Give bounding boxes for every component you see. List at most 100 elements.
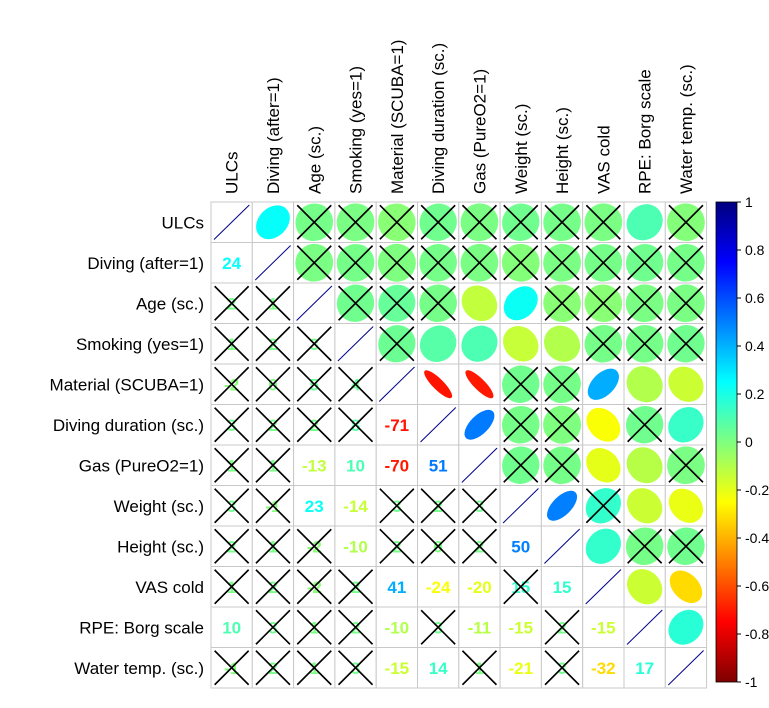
correlation-ellipse <box>419 325 457 363</box>
cell-r1-c0: 24 <box>210 242 253 284</box>
cell-border <box>458 363 501 405</box>
cell-r8-c8 <box>540 525 584 567</box>
cell-r10-c2: 1 <box>293 606 336 648</box>
colorbar-tick-label: -1 <box>745 674 758 690</box>
cell-r8-c4: 2 <box>375 525 419 567</box>
cell-r10-c5: 3 <box>417 606 460 648</box>
cell-r7-c10 <box>623 485 666 527</box>
row-label: Weight (sc.) <box>114 497 204 516</box>
cell-r8-c5: 0 <box>417 525 460 567</box>
insignificant-cross <box>255 528 291 564</box>
column-label: ULCs <box>223 151 242 194</box>
cell-r5-c11 <box>664 404 708 446</box>
row-label: Material (SCUBA=1) <box>50 375 204 394</box>
cell-r5-c2: 2 <box>293 404 336 446</box>
cell-r2-c7 <box>499 282 542 324</box>
cell-r0-c6 <box>458 201 501 243</box>
cell-r3-c2: 3 <box>293 323 336 365</box>
insignificant-cross <box>585 285 621 321</box>
cell-r10-c3: 2 <box>334 606 377 648</box>
column-labels: ULCs Diving (after=1) Age (sc.) Smoking (ye… <box>223 40 696 194</box>
correlation-value: -14 <box>343 497 368 516</box>
cell-r9-c8: 15 <box>540 566 584 608</box>
correlation-ellipse <box>627 569 663 605</box>
correlation-value: -71 <box>385 416 410 435</box>
cell-r7-c0: 3 <box>210 485 253 527</box>
cell-r10-c1: 3 <box>251 606 295 648</box>
insignificant-cross <box>214 326 250 362</box>
insignificant-cross <box>544 204 580 240</box>
correlation-ellipse <box>668 407 704 443</box>
matrix-cells: 242 11 2 3-2 0 5 43 2 2 8 -711 1 -13 10 -70 513 -1 23 -14 3… <box>210 201 708 689</box>
cell-r10-c0: 10 <box>210 606 253 648</box>
correlation-value: 50 <box>511 537 530 556</box>
correlation-value: -70 <box>385 456 410 475</box>
cell-r2-c9 <box>582 282 625 324</box>
cell-r0-c9 <box>582 201 625 243</box>
insignificant-cross <box>461 528 498 564</box>
insignificant-cross <box>296 366 332 402</box>
cell-r7-c7 <box>499 485 542 527</box>
cell-r6-c4: -70 <box>375 444 419 486</box>
cell-r7-c4: 3 <box>375 485 419 527</box>
cell-r9-c4: 41 <box>375 566 419 608</box>
cell-border <box>375 444 419 486</box>
insignificant-cross <box>461 245 498 281</box>
colorbar: 1 0.8 0.6 0.4 0.2 0 -0.2 -0.4 -0.6 -0.8 -1 <box>715 194 769 690</box>
cell-r0-c10 <box>623 201 666 243</box>
cell-r0-c4 <box>375 201 419 243</box>
insignificant-cross <box>296 326 332 362</box>
diagonal-mark <box>420 407 457 443</box>
cell-r0-c7 <box>499 201 542 243</box>
insignificant-cross <box>255 650 291 686</box>
cell-r4-c7 <box>499 363 542 405</box>
insignificant-cross <box>296 609 332 645</box>
column-label: Gas (PureO2=1) <box>470 69 489 194</box>
insignificant-cross <box>379 488 415 524</box>
cell-r0-c2 <box>293 201 336 243</box>
correlation-ellipse <box>461 325 498 362</box>
insignificant-cross <box>296 204 332 240</box>
cell-r1-c10 <box>623 242 666 284</box>
insignificant-cross <box>337 285 374 321</box>
insignificant-cross <box>544 447 580 483</box>
cell-r11-c8: 3 <box>540 647 584 689</box>
cell-border <box>623 647 666 689</box>
cell-r10-c9: -15 <box>582 606 625 648</box>
correlation-value: 17 <box>635 659 654 678</box>
diagonal-mark <box>378 366 415 402</box>
cell-r8-c0: 2 <box>210 525 253 567</box>
insignificant-cross <box>627 285 663 321</box>
cell-r3-c7 <box>499 323 542 365</box>
insignificant-cross <box>255 447 291 483</box>
insignificant-cross <box>255 609 291 645</box>
cell-r10-c8: 2 <box>540 606 584 648</box>
cell-r9-c2: -2 <box>293 566 336 608</box>
column-label: Smoking (yes=1) <box>347 66 366 194</box>
cell-r7-c9 <box>582 485 625 527</box>
cell-r3-c6 <box>458 323 501 365</box>
row-label: Smoking (yes=1) <box>76 335 204 354</box>
insignificant-cross <box>337 366 374 402</box>
row-label: Age (sc.) <box>136 294 204 313</box>
cell-border <box>540 566 584 608</box>
insignificant-cross <box>255 326 291 362</box>
cell-r9-c1: 2 <box>251 566 295 608</box>
cell-r3-c9 <box>582 323 625 365</box>
diagonal-mark <box>585 569 622 605</box>
cell-r9-c11 <box>664 566 708 608</box>
cell-r7-c6: 3 <box>458 485 501 527</box>
correlation-value: -21 <box>508 659 533 678</box>
cell-r0-c11 <box>664 201 708 243</box>
correlation-value: 15 <box>553 578 572 597</box>
insignificant-cross <box>379 204 415 240</box>
cell-r8-c2: -2 <box>293 525 336 567</box>
cell-r11-c2: 1 <box>293 647 336 689</box>
cell-r3-c5 <box>417 323 460 365</box>
diagonal-mark <box>213 204 250 240</box>
insignificant-cross <box>420 285 456 321</box>
insignificant-cross <box>627 407 663 443</box>
insignificant-cross <box>379 245 415 281</box>
cell-r5-c10 <box>623 404 666 446</box>
insignificant-cross <box>420 609 456 645</box>
